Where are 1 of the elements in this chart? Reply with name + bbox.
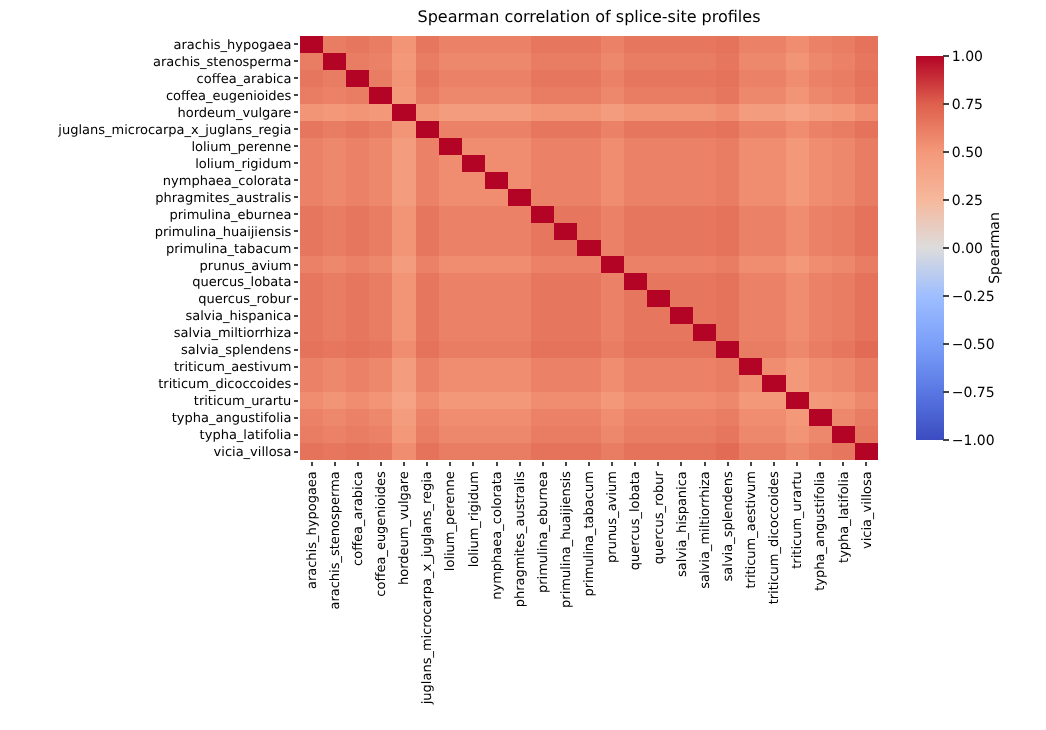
chart-title: Spearman correlation of splice-site profiles [417,8,761,27]
